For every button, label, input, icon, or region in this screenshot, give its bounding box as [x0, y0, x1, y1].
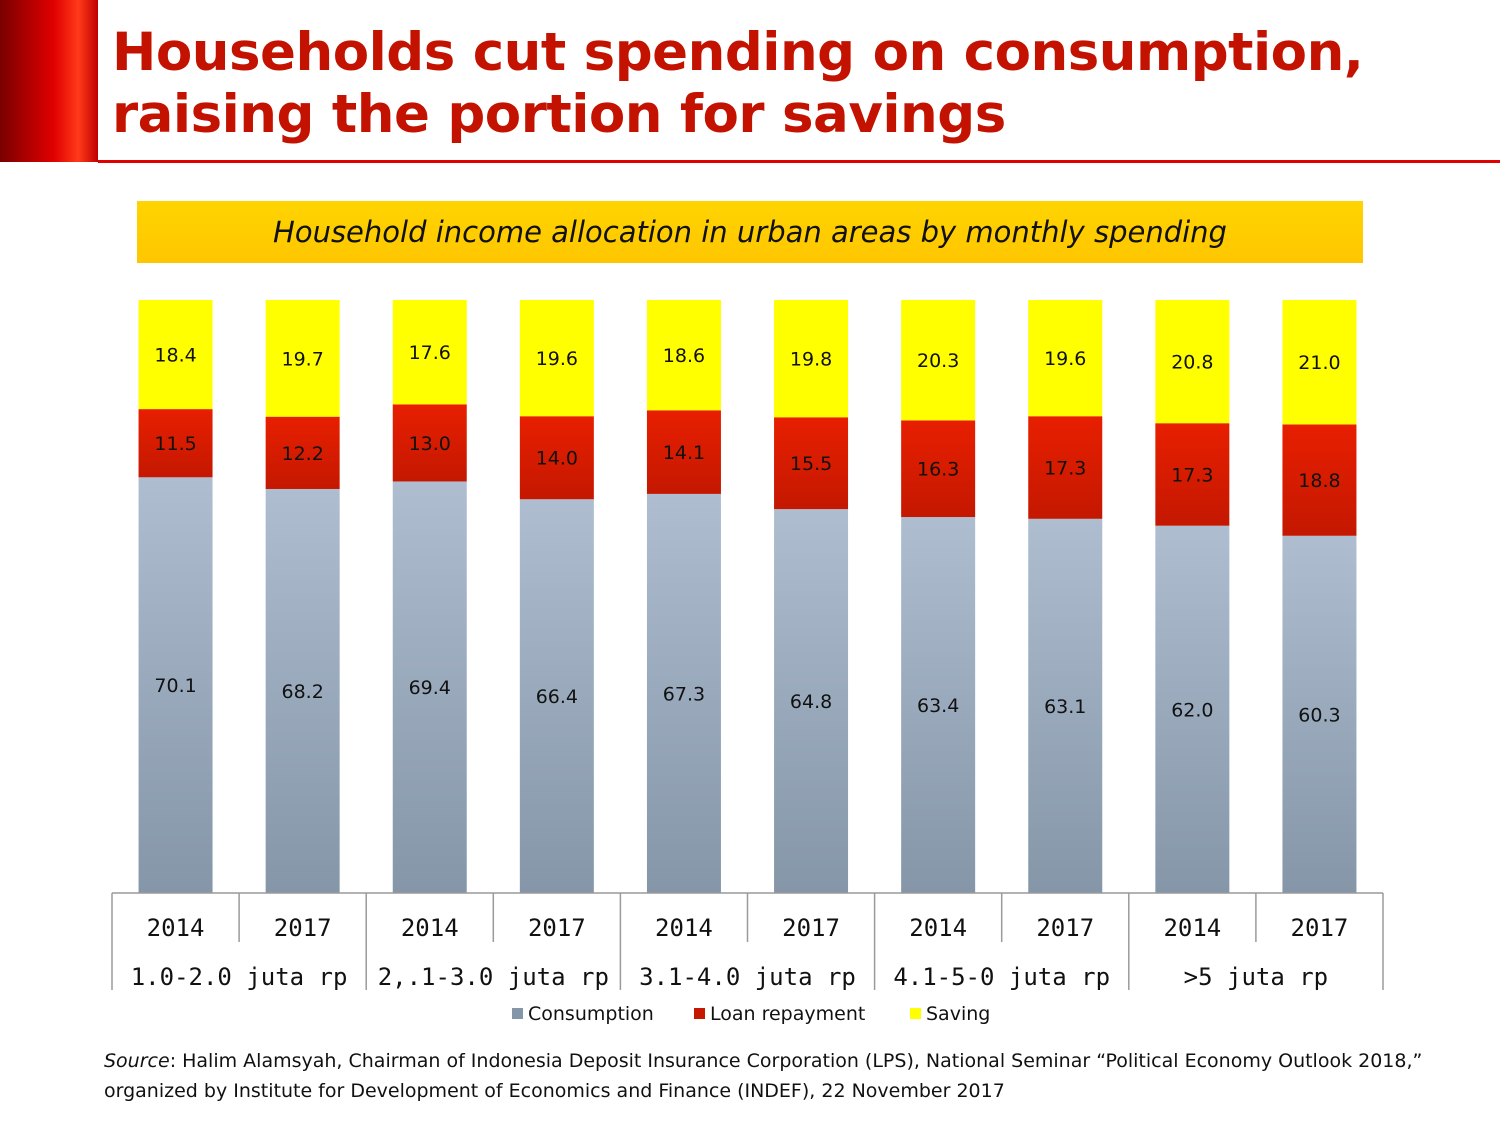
chart-subtitle: Household income allocation in urban are…: [273, 215, 1227, 249]
x-tick-label-10: 2017: [1291, 914, 1349, 942]
data-label-loan-repayment-7: 16.3: [917, 459, 959, 481]
data-label-saving-3: 17.6: [409, 342, 451, 364]
x-tick-label-8: 2017: [1036, 914, 1094, 942]
bar-loan-repayment-9: [1155, 423, 1230, 526]
stacked-bar-chart: 70.1 11.5 18.4 68.2 12.2 19.7 69.4 13.0 17.6 66.4…: [111, 300, 1384, 1025]
data-label-consumption-6: 64.8: [790, 691, 832, 713]
bar-consumption-1: [138, 477, 213, 893]
bar-consumption-9: [1155, 525, 1230, 893]
bar-loan-repayment-7: [901, 420, 976, 518]
data-label-loan-repayment-8: 17.3: [1044, 458, 1086, 480]
x-tick-label-6: 2017: [782, 914, 840, 942]
bar-loan-repayment-2: [265, 416, 340, 489]
x-tick-label-1: 2014: [147, 914, 205, 942]
legend-consumption-label: Consumption: [528, 1003, 654, 1025]
page-title-line-1: Households cut spending on consumption,: [112, 22, 1364, 83]
data-label-loan-repayment-9: 17.3: [1171, 464, 1213, 486]
legend-saving-swatch: [910, 1008, 921, 1019]
x-tick-label-7: 2014: [909, 914, 967, 942]
bar-saving-7: [901, 300, 976, 421]
x-group-label-5: >5 juta rp: [1184, 963, 1329, 991]
bar-consumption-3: [392, 481, 467, 893]
bar-saving-2: [265, 300, 340, 417]
data-label-saving-10: 21.0: [1298, 352, 1340, 374]
data-label-loan-repayment-3: 13.0: [409, 433, 451, 455]
data-label-consumption-5: 67.3: [663, 683, 705, 705]
bar-consumption-7: [901, 517, 976, 893]
bar-consumption-2: [265, 488, 340, 893]
title-divider: [98, 160, 1500, 163]
bar-consumption-4: [519, 499, 594, 893]
legend-saving-label: Saving: [926, 1003, 990, 1025]
data-label-saving-1: 18.4: [154, 345, 196, 367]
bar-loan-repayment-6: [774, 417, 849, 510]
data-label-loan-repayment-5: 14.1: [663, 442, 705, 464]
data-label-saving-8: 19.6: [1044, 348, 1086, 370]
data-label-consumption-8: 63.1: [1044, 696, 1086, 718]
data-label-saving-2: 19.7: [281, 348, 323, 370]
legend-loan-repayment-swatch: [694, 1008, 705, 1019]
legend-loan-repayment-label: Loan repayment: [710, 1003, 865, 1025]
data-label-loan-repayment-4: 14.0: [536, 448, 578, 470]
bar-saving-6: [774, 300, 849, 418]
x-group-label-4: 4.1-5-0 juta rp: [893, 963, 1110, 991]
x-tick-label-5: 2014: [655, 914, 713, 942]
x-group-label-2: 2,.1-3.0 juta rp: [378, 963, 609, 991]
data-label-saving-9: 20.8: [1171, 352, 1213, 374]
data-label-loan-repayment-2: 12.2: [281, 443, 323, 465]
legend-consumption-swatch: [512, 1008, 523, 1019]
x-tick-label-2: 2017: [274, 914, 332, 942]
data-label-saving-6: 19.8: [790, 349, 832, 371]
source-text: : Halim Alamsyah, Chairman of Indonesia …: [104, 1050, 1423, 1102]
bar-loan-repayment-5: [646, 410, 721, 494]
data-label-consumption-3: 69.4: [409, 677, 451, 699]
bar-saving-5: [646, 300, 721, 411]
bar-saving-3: [392, 300, 467, 405]
source-label: Source: [104, 1050, 170, 1072]
x-tick-label-4: 2017: [528, 914, 586, 942]
bar-consumption-8: [1028, 518, 1103, 893]
x-group-label-3: 3.1-4.0 juta rp: [639, 963, 856, 991]
bar-consumption-5: [646, 493, 721, 893]
bar-loan-repayment-1: [138, 409, 213, 478]
data-label-consumption-10: 60.3: [1298, 704, 1340, 726]
chart-subtitle-band: Household income allocation in urban are…: [137, 201, 1363, 263]
bar-loan-repayment-10: [1282, 424, 1357, 536]
x-tick-label-9: 2014: [1163, 914, 1221, 942]
data-label-consumption-1: 70.1: [154, 675, 196, 697]
bar-saving-4: [519, 300, 594, 417]
x-group-label-1: 1.0-2.0 juta rp: [131, 963, 348, 991]
data-label-loan-repayment-6: 15.5: [790, 453, 832, 475]
data-label-consumption-2: 68.2: [281, 681, 323, 703]
data-label-consumption-4: 66.4: [536, 686, 578, 708]
bar-saving-9: [1155, 300, 1230, 424]
page-title: Households cut spending on consumption, …: [112, 22, 1492, 146]
bar-loan-repayment-4: [519, 416, 594, 500]
data-label-saving-7: 20.3: [917, 350, 959, 372]
title-accent-bar: [0, 0, 98, 162]
data-label-saving-5: 18.6: [663, 345, 705, 367]
x-tick-label-3: 2014: [401, 914, 459, 942]
bar-consumption-6: [774, 509, 849, 893]
data-label-loan-repayment-10: 18.8: [1298, 470, 1340, 492]
data-label-consumption-9: 62.0: [1171, 699, 1213, 721]
bar-saving-10: [1282, 300, 1357, 425]
bar-loan-repayment-3: [392, 404, 467, 482]
data-label-saving-4: 19.6: [536, 348, 578, 370]
data-label-consumption-7: 63.4: [917, 695, 959, 717]
bar-loan-repayment-8: [1028, 416, 1103, 519]
page-title-line-2: raising the portion for savings: [112, 84, 1006, 145]
source-note: Source: Halim Alamsyah, Chairman of Indo…: [104, 1046, 1424, 1106]
data-label-loan-repayment-1: 11.5: [154, 433, 196, 455]
bar-saving-8: [1028, 300, 1103, 417]
bar-saving-1: [138, 300, 213, 410]
bar-consumption-10: [1282, 535, 1357, 893]
